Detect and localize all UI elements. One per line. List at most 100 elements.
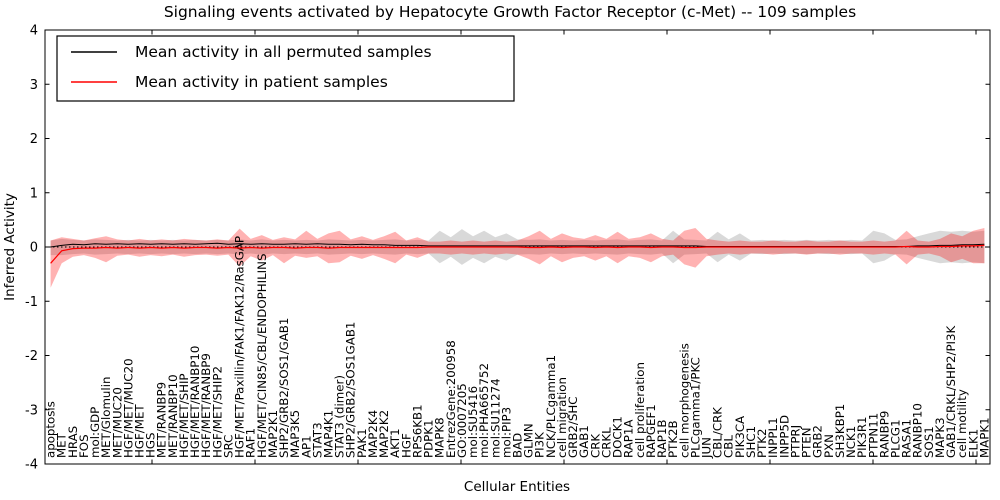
x-tick-label: apoptosis	[44, 401, 58, 458]
data-lines-layer	[45, 242, 990, 264]
x-tick-label: GAB1/CRKL/SHP2/PI3K	[944, 325, 958, 458]
x-tick-label: RAPGEF1	[644, 404, 658, 458]
x-axis-label: Cellular Entities	[464, 479, 570, 495]
legend-permuted-label: Mean activity in all permuted samples	[135, 43, 432, 61]
x-tick-label: cell motility	[955, 389, 969, 458]
x-tick-label: FOS	[77, 434, 91, 458]
x-tick-label: CBL	[722, 435, 736, 458]
chart-title: Signaling events activated by Hepatocyte…	[164, 3, 856, 21]
x-tick-label: EntrezGene:200958	[444, 340, 458, 458]
x-tick-label: DOCK1	[611, 416, 625, 458]
x-tick-labels: apoptosisMETHRASFOSmol:GDPMET/GlomulinME…	[44, 236, 992, 459]
x-tick-label: PIK3CA	[733, 416, 747, 458]
x-tick-label: CRKL	[599, 427, 613, 458]
x-tick-label: HGS	[144, 432, 158, 458]
x-tick-label: MET/RANBP10	[166, 374, 180, 458]
x-tick-label: cell migration	[555, 377, 569, 458]
x-tick-label: SRC	[221, 435, 235, 458]
x-tick-label: mol:PHA665752	[477, 363, 491, 458]
x-tick-label: HGF/MET/SHIP	[177, 373, 191, 458]
x-tick-label: PAK1	[355, 428, 369, 458]
x-tick-label: HRAS	[66, 426, 80, 458]
x-tick-label: MAP2K2	[377, 410, 391, 458]
x-tick-label: PLCgamma1/PKC	[688, 357, 702, 458]
x-tick-label: RPS6KB1	[410, 404, 424, 458]
legend-box	[56, 35, 515, 102]
x-tick-label: SOS1	[922, 426, 936, 458]
x-tick-label: SHP2/GRB2/SOS1/GAB1	[277, 318, 291, 458]
x-tick-label: HGF/MET/CIN85/CBL/ENDOPHILINS	[255, 254, 269, 458]
y-tick-label: 4	[30, 24, 38, 39]
y-axis-label: Inferred Activity	[2, 193, 18, 301]
x-tick-label: MAP2K1	[266, 410, 280, 458]
x-tick-label: ELK1	[966, 429, 980, 458]
x-tick-label: INPPL1	[766, 417, 780, 458]
legend-patient-label: Mean activity in patient samples	[135, 73, 388, 91]
plot-border	[44, 29, 991, 465]
x-tick-label: INPP5D	[777, 415, 791, 458]
patient-mean-line	[50, 244, 985, 264]
legend: Mean activity in all permuted samples Me…	[56, 35, 515, 102]
x-tick-label: MAP3K5	[288, 410, 302, 458]
x-tick-label: HGF/MET/SHIP2	[210, 366, 224, 458]
x-tick-label: GO:0007205	[455, 383, 469, 458]
x-tick-label: MET/Glomulin	[99, 377, 113, 458]
x-tick-label: NCK/PLCgamma1	[544, 355, 558, 458]
y-tick-labels: 4 3 2 1 0 -1 -2 -3 -4	[25, 24, 38, 473]
y-tick-label: 1	[30, 186, 38, 201]
x-tick-label: PXN	[822, 434, 836, 458]
x-tick-label: NCK1	[844, 426, 858, 458]
x-tick-label: mol:SU5416	[466, 386, 480, 458]
x-tick-label: MAPK1	[977, 417, 991, 458]
y-tick-label: -3	[25, 403, 38, 418]
x-tick-label: AP1	[299, 435, 313, 458]
y-tick-label: 3	[30, 78, 38, 93]
x-tick-label: SHP2/GRB2/SOS1GAB1	[344, 322, 358, 458]
x-tick-label: RAP1B	[655, 419, 669, 458]
x-tick-label: PLCG1	[889, 419, 903, 458]
x-tick-label: STAT3 (dimer)	[333, 375, 347, 458]
y-tick-label: -2	[25, 349, 38, 364]
x-tick-label: STAT3	[310, 422, 324, 458]
x-tick-label: MAP4K1	[322, 410, 336, 458]
x-tick-label: PTPRJ	[788, 425, 802, 458]
x-tick-label: PTK2B	[666, 420, 680, 458]
x-tick-label: RASA1	[900, 419, 914, 458]
x-tick-label: GAB1	[577, 425, 591, 458]
x-tick-label: HGF/MET/RANBP10	[188, 346, 202, 458]
x-tick-label: RANBP9	[877, 411, 891, 458]
x-tick-label: PTK2	[755, 428, 769, 458]
x-tick-label: CBL/CRK	[711, 407, 725, 458]
y-tick-label: 0	[30, 241, 38, 256]
x-tick-label: cell proliferation	[633, 362, 647, 458]
y-tick-label: -4	[25, 458, 38, 473]
x-tick-label: cell morphogenesis	[677, 343, 691, 458]
x-tick-label: HGF/MET	[133, 404, 147, 458]
x-tick-label: RAP1A	[622, 420, 636, 458]
x-tick-label: JUN	[700, 437, 714, 459]
x-tick-label: GLMN	[522, 423, 536, 458]
x-tick-label: SH3KBP1	[833, 404, 847, 458]
x-tick-label: PIK3R1	[855, 416, 869, 458]
x-tick-label: MAPK3	[933, 417, 947, 458]
y-tick-label: -1	[25, 295, 38, 310]
x-tick-label: mol:SU11274	[488, 378, 502, 458]
x-tick-label: RANBP10	[911, 403, 925, 458]
x-tick-label: CRK	[588, 434, 602, 458]
x-tick-label: PDPK1	[422, 419, 436, 458]
x-tick-label: HGF/MET/Paxillin/FAK1/FAK12/RasGAP	[233, 236, 247, 458]
x-tick-label: GRB2/SHC	[566, 396, 580, 458]
x-tick-label: HGF/MET/RANBP9	[199, 353, 213, 458]
x-tick-label: mol:PIP3	[499, 407, 513, 458]
x-tick-label: RAF1	[244, 428, 258, 458]
x-tick-label: GRB2	[811, 425, 825, 458]
y-tick-label: 2	[30, 132, 38, 147]
x-tick-label: PTPN11	[866, 413, 880, 458]
x-tick-label: AKT1	[388, 428, 402, 458]
x-tick-label: MET/RANBP9	[155, 382, 169, 458]
x-tick-label: mol:GDP	[88, 407, 102, 458]
x-tick-label: HGF/MET/MUC20	[121, 358, 135, 458]
x-tick-label: MAPK8	[433, 417, 447, 458]
